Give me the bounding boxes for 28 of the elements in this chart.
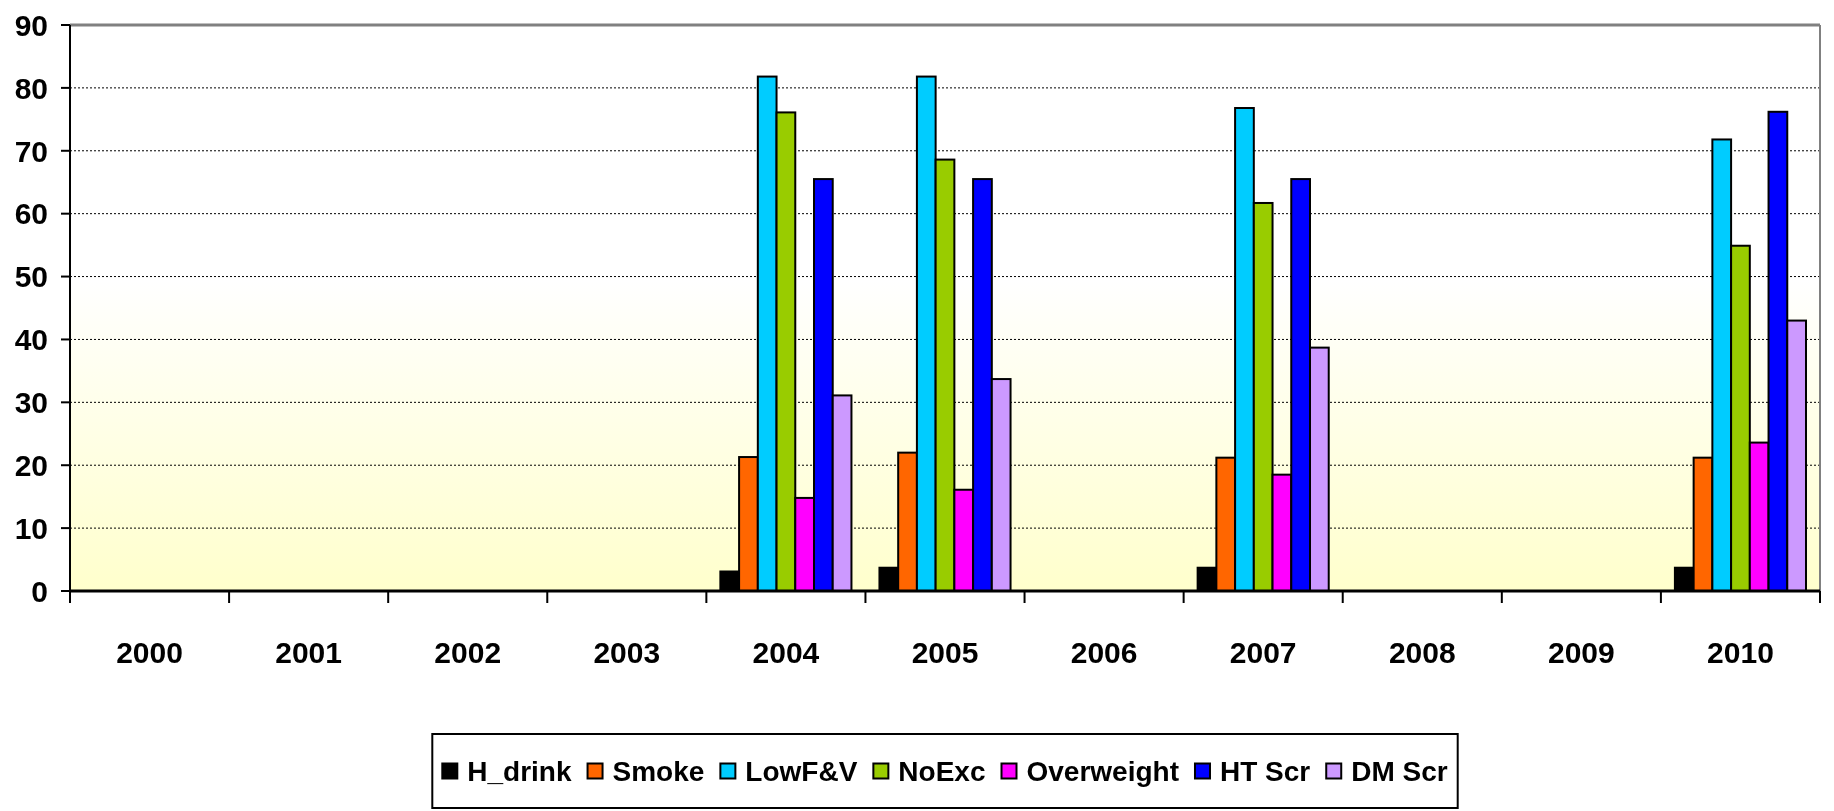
y-tick-label: 60 bbox=[14, 197, 48, 231]
y-tick-label: 40 bbox=[14, 323, 48, 357]
y-tick-label: 50 bbox=[14, 260, 48, 294]
x-tick-label: 2007 bbox=[1229, 636, 1297, 669]
y-tick-label: 10 bbox=[14, 511, 48, 545]
legend-label: HT Scr bbox=[1219, 756, 1311, 788]
legend-label: Overweight bbox=[1026, 756, 1179, 788]
x-tick-label: 2002 bbox=[434, 636, 502, 669]
x-tick-label: 2004 bbox=[752, 636, 820, 669]
x-tick-label: 2010 bbox=[1707, 636, 1774, 669]
legend-label: DM Scr bbox=[1351, 756, 1448, 788]
y-tick-label: 20 bbox=[14, 449, 48, 483]
y-tick-label: 80 bbox=[14, 71, 48, 105]
legend-label: H_drink bbox=[467, 756, 572, 788]
y-tick-label: 70 bbox=[14, 134, 48, 168]
legend-label: Smoke bbox=[612, 756, 705, 788]
x-tick-label: 2003 bbox=[593, 636, 661, 669]
x-tick-label: 2009 bbox=[1547, 636, 1615, 669]
y-tick-label: 90 bbox=[14, 8, 48, 42]
x-tick-label: 2005 bbox=[911, 636, 979, 669]
legend-label: LowF&V bbox=[745, 756, 858, 788]
y-tick-label: 30 bbox=[14, 386, 48, 420]
x-tick-label: 2001 bbox=[275, 636, 343, 669]
x-tick-label: 2006 bbox=[1070, 636, 1138, 669]
x-tick-label: 2008 bbox=[1388, 636, 1456, 669]
x-tick-label: 2000 bbox=[116, 636, 183, 669]
legend-label: NoExc bbox=[898, 756, 986, 788]
y-tick-label: 0 bbox=[31, 574, 48, 608]
